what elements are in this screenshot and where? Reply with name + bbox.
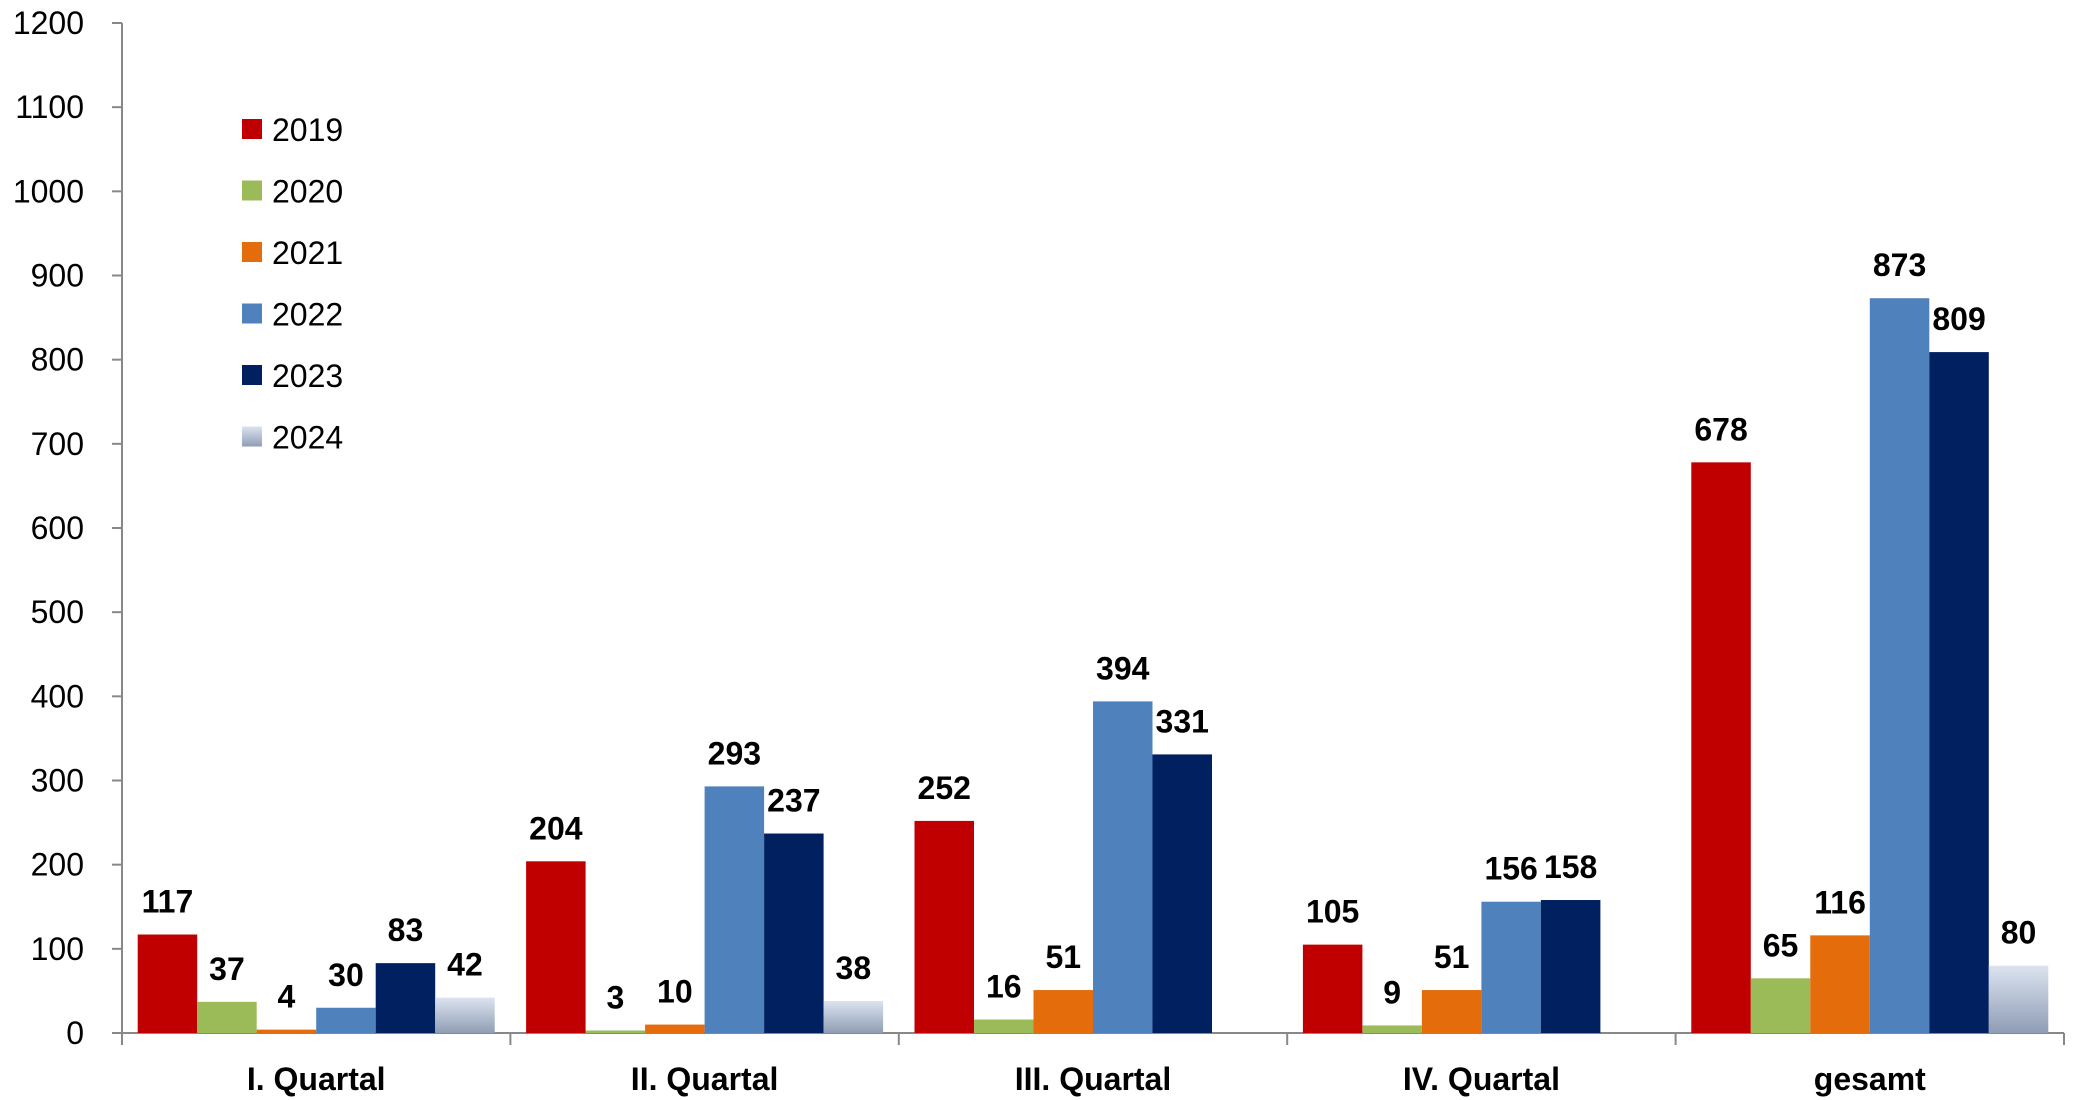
data-label: 204	[529, 810, 583, 846]
bar-2021	[1810, 935, 1870, 1033]
bar-2023	[1152, 754, 1212, 1033]
y-tick-label: 300	[31, 763, 84, 799]
data-label: 38	[836, 950, 872, 986]
x-tick-label: IV. Quartal	[1403, 1061, 1560, 1097]
bar-2023	[764, 833, 824, 1033]
legend-label: 2021	[272, 235, 343, 271]
bar-2019	[1691, 462, 1751, 1034]
legend: 2019 2020 2021 2022 2023 2024	[242, 112, 343, 456]
bar-2020	[1362, 1025, 1422, 1033]
data-label: 65	[1763, 927, 1799, 963]
legend-label: 2022	[272, 297, 343, 333]
y-tick-label: 200	[31, 847, 84, 883]
bar-2019	[137, 934, 198, 1033]
y-tick-label: 400	[31, 678, 84, 714]
y-tick-label: 1000	[13, 173, 84, 209]
data-label: 105	[1306, 894, 1359, 930]
data-label: 252	[918, 770, 971, 806]
legend-swatch	[242, 119, 262, 139]
legend-label: 2020	[272, 174, 343, 210]
y-tick-label: 600	[31, 510, 84, 546]
legend-swatch	[242, 426, 262, 447]
bar-2024	[823, 1001, 884, 1033]
y-tick-label: 1100	[15, 89, 84, 125]
data-label: 293	[708, 735, 761, 771]
bar-2023	[375, 963, 436, 1033]
bar-2023	[1540, 900, 1601, 1033]
data-label: 158	[1544, 849, 1597, 885]
legend-label: 2019	[272, 112, 343, 148]
bar-2021	[256, 1029, 317, 1033]
bars	[137, 298, 2049, 1034]
data-label: 156	[1484, 851, 1537, 887]
data-label: 331	[1156, 703, 1209, 739]
bar-2022	[1093, 701, 1153, 1033]
bar-2022	[1869, 298, 1930, 1034]
data-label: 83	[388, 912, 424, 948]
legend-label: 2023	[272, 358, 343, 394]
data-label: 16	[986, 969, 1022, 1005]
data-label: 4	[278, 979, 296, 1015]
data-label: 30	[328, 957, 364, 993]
legend-label: 2024	[272, 420, 343, 456]
x-tick-label: III. Quartal	[1015, 1061, 1171, 1097]
data-label: 116	[1814, 884, 1866, 920]
data-label: 809	[1932, 301, 1985, 337]
bar-2024	[1988, 965, 2049, 1033]
y-tick-label: 500	[31, 594, 84, 630]
data-label: 9	[1383, 974, 1401, 1010]
data-label: 3	[606, 979, 624, 1015]
bar-2021	[1033, 990, 1093, 1033]
legend-swatch	[242, 303, 262, 324]
data-label: 51	[1434, 939, 1470, 975]
data-label: 42	[447, 947, 483, 983]
bar-2022	[316, 1007, 376, 1033]
x-tick-label: gesamt	[1814, 1061, 1926, 1097]
bar-2023	[1929, 352, 1989, 1033]
bar-2019	[526, 861, 586, 1033]
data-label: 80	[2001, 915, 2037, 951]
axes: 0 100 200 300 400 500 600 700 800 900 1000 1100 1200…	[13, 5, 2065, 1097]
y-tick-label: 700	[31, 426, 84, 462]
data-label: 394	[1096, 650, 1150, 686]
bar-2021	[1421, 990, 1482, 1033]
data-label: 10	[657, 974, 693, 1010]
data-label: 37	[209, 951, 245, 987]
bar-2024	[435, 997, 495, 1033]
bar-2019	[914, 820, 974, 1033]
data-label: 117	[142, 884, 194, 920]
y-tick-label: 900	[31, 258, 84, 294]
y-tick-label: 1200	[13, 5, 84, 41]
x-tick-label: I. Quartal	[247, 1061, 386, 1097]
y-tick-label: 100	[31, 931, 84, 967]
bar-2020	[585, 1030, 646, 1033]
y-tick-label: 0	[66, 1015, 84, 1051]
data-label: 237	[767, 783, 820, 819]
legend-swatch	[242, 242, 262, 262]
bar-2020	[1750, 978, 1811, 1033]
data-label: 51	[1045, 939, 1081, 975]
bar-2020	[974, 1019, 1034, 1033]
data-labels: 117 204 252 105 678 37 3 16 9 65 4 10 51 51 116 30 293 39…	[142, 247, 2037, 1015]
x-tick-label: II. Quartal	[631, 1061, 779, 1097]
y-tick-label: 800	[31, 342, 84, 378]
bar-2020	[197, 1001, 257, 1033]
bar-2022	[704, 786, 765, 1033]
bar-2021	[645, 1024, 705, 1033]
data-label: 873	[1873, 247, 1926, 283]
data-label: 678	[1694, 411, 1747, 447]
legend-swatch	[242, 180, 262, 201]
bar-2019	[1302, 944, 1363, 1033]
legend-swatch	[242, 365, 262, 385]
bar-2022	[1481, 901, 1541, 1033]
